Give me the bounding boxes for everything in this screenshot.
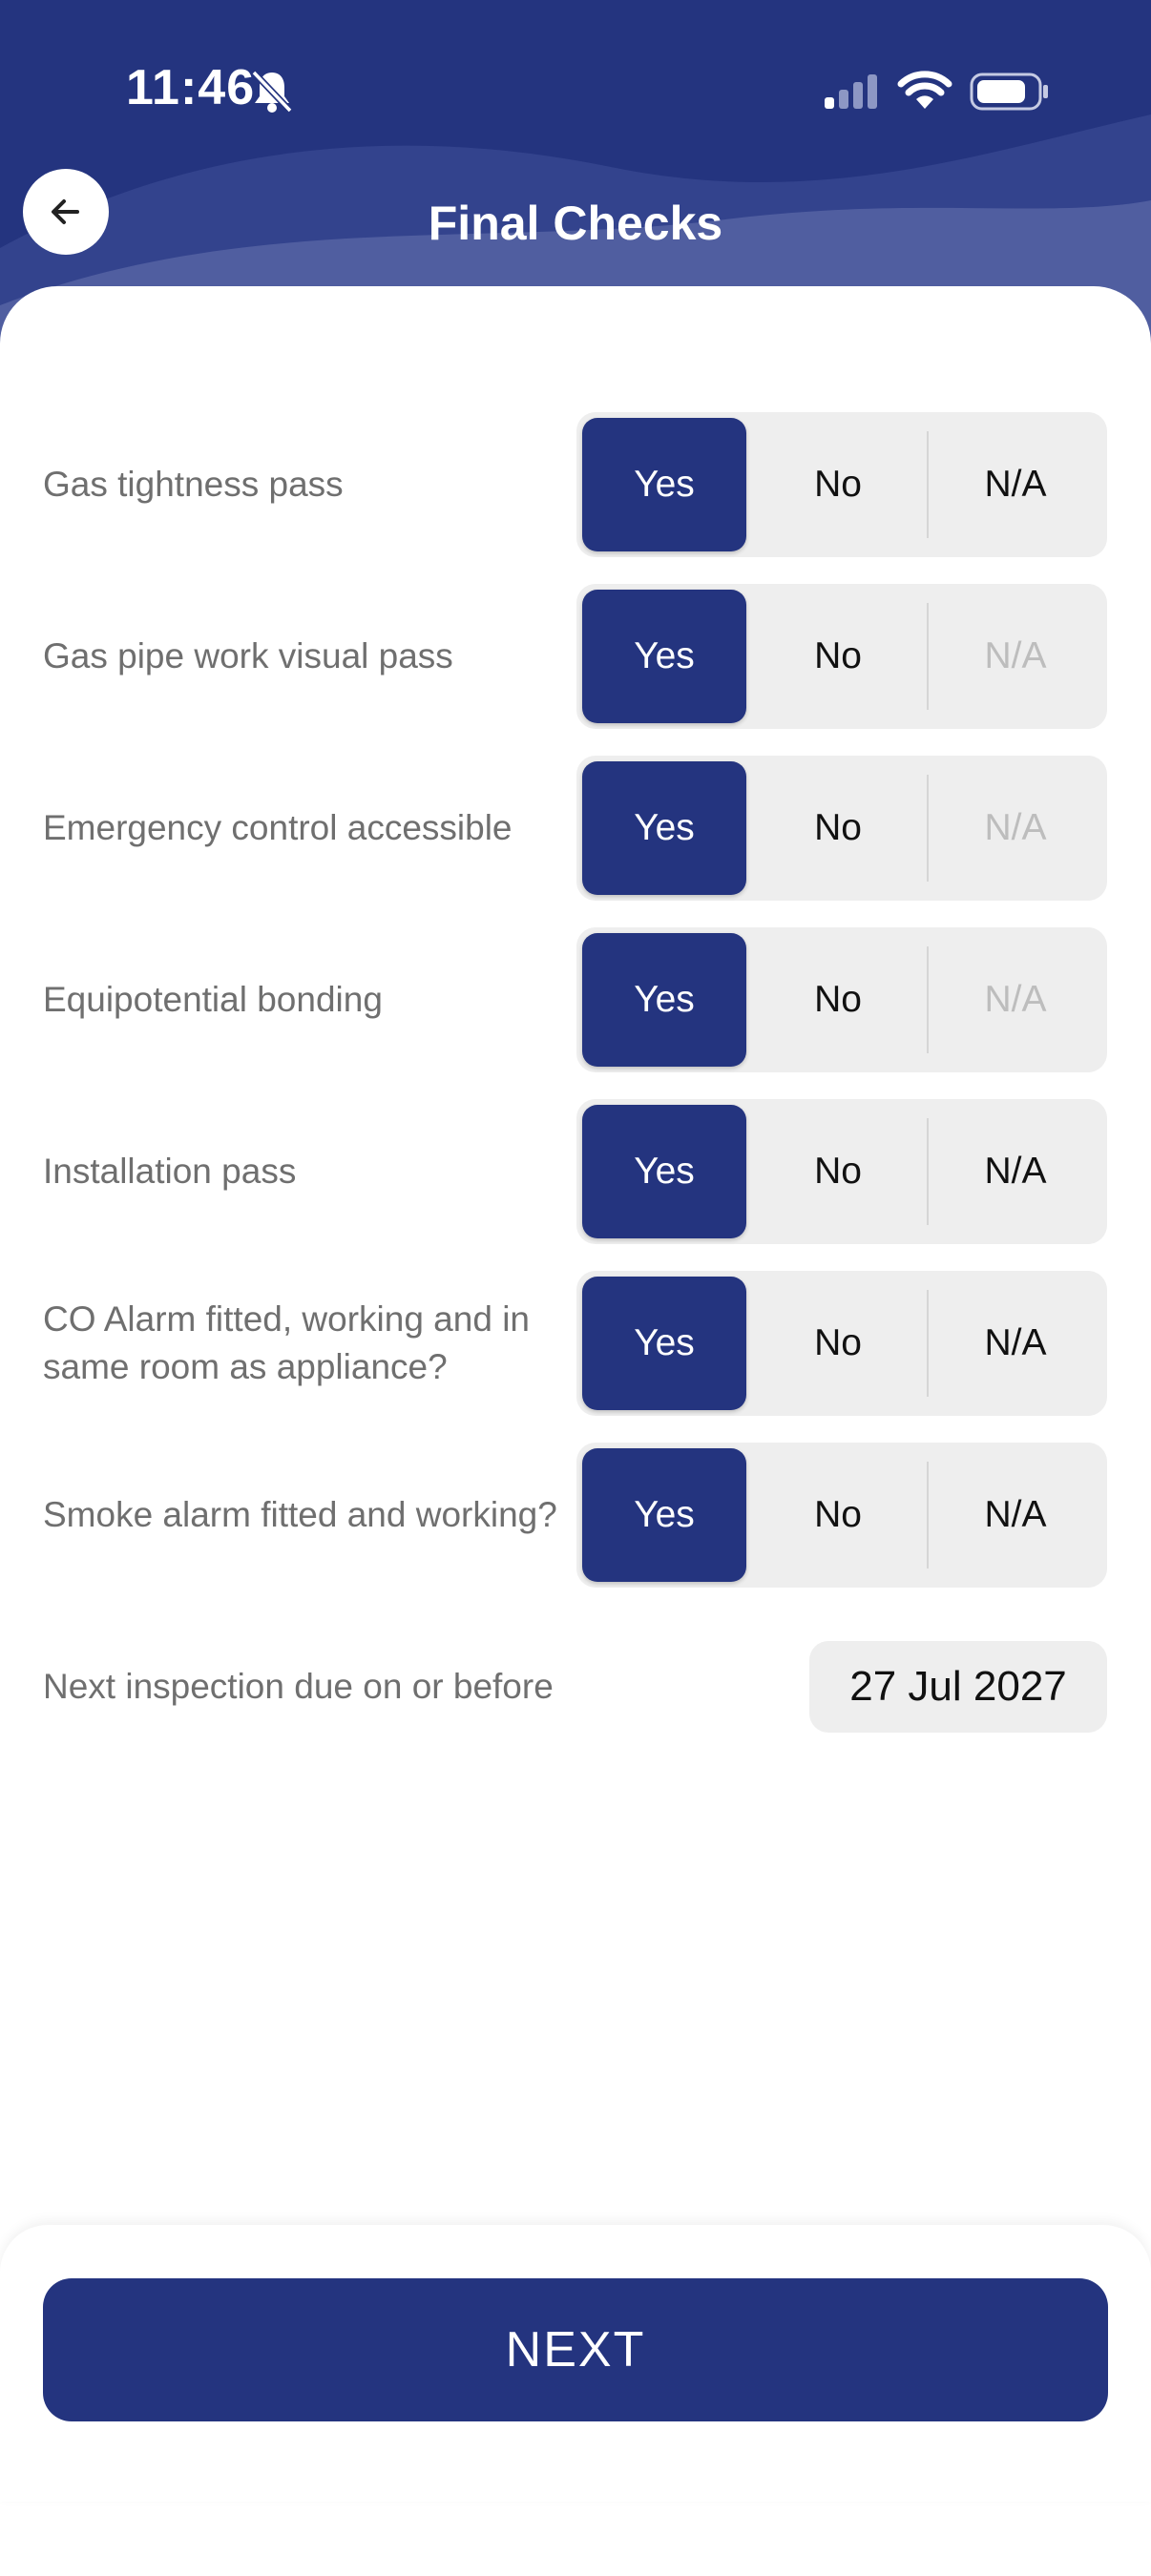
footer-bar: NEXT xyxy=(0,2225,1151,2502)
option-no-button[interactable]: No xyxy=(814,464,862,505)
check-label: Installation pass xyxy=(43,1152,297,1191)
bell-muted-icon xyxy=(251,70,293,114)
option-yes-button[interactable]: Yes xyxy=(582,418,746,551)
status-time: 11:46 xyxy=(126,60,256,115)
segment-divider xyxy=(927,1462,929,1568)
arrow-left-icon xyxy=(52,199,79,224)
check-label: Gas tightness pass xyxy=(43,465,344,504)
check-label: Smoke alarm fitted and working? xyxy=(43,1495,557,1534)
segment-divider xyxy=(927,431,929,538)
page-title: Final Checks xyxy=(428,197,723,250)
yes-no-na-selector: Yes No N/A xyxy=(576,1099,1107,1244)
check-label: CO Alarm fitted, working and in same roo… xyxy=(43,1299,530,1386)
check-row: Equipotential bonding Yes No N/A xyxy=(0,927,1151,1072)
option-no-button[interactable]: No xyxy=(814,1322,862,1363)
wifi-icon xyxy=(897,71,952,109)
option-yes-button[interactable]: Yes xyxy=(582,590,746,723)
back-button[interactable] xyxy=(23,169,109,255)
check-row: Emergency control accessible Yes No N/A xyxy=(0,756,1151,901)
option-yes-button[interactable]: Yes xyxy=(582,1105,746,1238)
option-no-button[interactable]: No xyxy=(814,1494,862,1535)
option-na-button[interactable]: N/A xyxy=(984,635,1047,676)
battery-icon xyxy=(970,73,1048,111)
segment-divider xyxy=(927,603,929,710)
yes-no-na-selector: Yes No N/A xyxy=(576,1271,1107,1416)
check-row: Installation pass Yes No N/A xyxy=(0,1099,1151,1244)
cellular-signal-icon xyxy=(825,74,877,109)
option-no-button[interactable]: No xyxy=(814,635,862,676)
yes-no-na-selector: Yes No N/A xyxy=(576,1443,1107,1588)
option-na-button[interactable]: N/A xyxy=(984,1151,1047,1192)
yes-no-na-selector: Yes No N/A xyxy=(576,584,1107,729)
yes-no-na-selector: Yes No N/A xyxy=(576,756,1107,901)
option-yes-button[interactable]: Yes xyxy=(582,761,746,895)
option-na-button[interactable]: N/A xyxy=(984,979,1047,1020)
yes-no-na-selector: Yes No N/A xyxy=(576,412,1107,557)
check-label: Gas pipe work visual pass xyxy=(43,636,453,675)
option-no-button[interactable]: No xyxy=(814,979,862,1020)
option-no-button[interactable]: No xyxy=(814,1151,862,1192)
yes-no-na-selector: Yes No N/A xyxy=(576,927,1107,1072)
check-row: Gas tightness pass Yes No N/A xyxy=(0,412,1151,557)
option-yes-button[interactable]: Yes xyxy=(582,1277,746,1410)
next-inspection-label: Next inspection due on or before xyxy=(43,1667,554,1706)
option-na-button[interactable]: N/A xyxy=(984,464,1047,505)
segment-divider xyxy=(927,946,929,1053)
check-label: Equipotential bonding xyxy=(43,980,383,1019)
check-row: Smoke alarm fitted and working? Yes No N/A xyxy=(0,1443,1151,1588)
segment-divider xyxy=(927,775,929,882)
option-no-button[interactable]: No xyxy=(814,807,862,848)
option-yes-button[interactable]: Yes xyxy=(582,933,746,1067)
option-na-button[interactable]: N/A xyxy=(984,807,1047,848)
next-inspection-date-field[interactable]: 27 Jul 2027 xyxy=(809,1641,1107,1733)
segment-divider xyxy=(927,1290,929,1397)
check-label: Emergency control accessible xyxy=(43,808,513,847)
check-row: CO Alarm fitted, working and in same roo… xyxy=(0,1271,1151,1416)
option-yes-button[interactable]: Yes xyxy=(582,1448,746,1582)
check-row: Gas pipe work visual pass Yes No N/A xyxy=(0,584,1151,729)
segment-divider xyxy=(927,1118,929,1225)
next-button[interactable]: NEXT xyxy=(43,2278,1108,2421)
option-na-button[interactable]: N/A xyxy=(984,1494,1047,1535)
option-na-button[interactable]: N/A xyxy=(984,1322,1047,1363)
next-inspection-row: Next inspection due on or before 27 Jul … xyxy=(0,1641,1151,1733)
